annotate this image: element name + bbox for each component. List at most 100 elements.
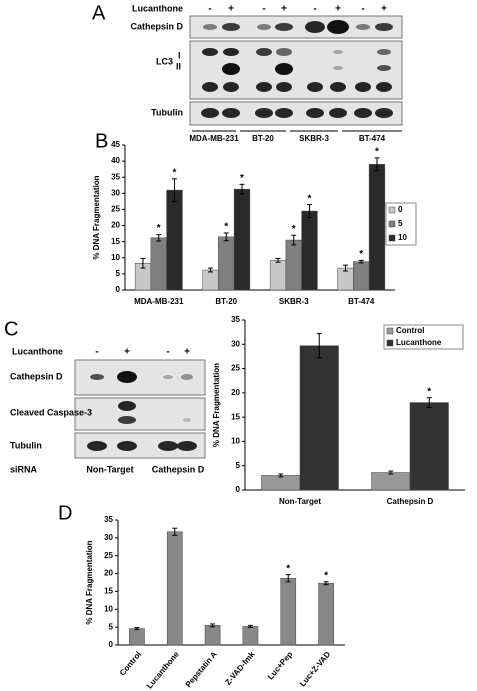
lane-sign: +: [281, 4, 287, 15]
band: [307, 82, 323, 92]
y-tick-label: 40: [111, 156, 120, 165]
y-tick-label: 30: [104, 533, 113, 542]
significance: *: [240, 173, 244, 184]
band: [276, 48, 292, 56]
significance: *: [359, 249, 363, 260]
lane-sign: +: [184, 347, 190, 358]
lane-sign: +: [124, 347, 130, 358]
bar: [301, 210, 318, 291]
x-tick-label: Non-Target: [279, 497, 321, 506]
band: [355, 82, 371, 92]
row-label: Tubulin: [10, 440, 42, 450]
sirna-name: Cathepsin D: [152, 464, 205, 474]
band: [201, 108, 219, 118]
y-tick-label: 20: [104, 569, 113, 578]
lane-sign: -: [208, 4, 211, 15]
x-tick-label: Pepstatin A: [184, 650, 219, 689]
band: [375, 108, 393, 118]
y-tick-label: 20: [231, 388, 240, 397]
band: [163, 375, 173, 379]
band: [222, 108, 240, 118]
legend-label: Control: [396, 326, 424, 335]
panel-label: A: [92, 2, 106, 24]
significance: *: [157, 223, 161, 234]
x-tick-label: Lucanthone: [145, 649, 181, 690]
blot: [189, 40, 403, 100]
x-tick-label: BT-474: [348, 297, 375, 306]
band: [376, 82, 392, 92]
panel-label: B: [95, 130, 108, 152]
panel-label: D: [58, 502, 72, 524]
legend-swatch: [386, 339, 394, 347]
band: [306, 108, 324, 118]
row-label: Tubulin: [151, 107, 183, 117]
significance: *: [324, 570, 328, 581]
blot: [74, 397, 206, 431]
y-tick-label: 10: [104, 604, 113, 613]
sirna-name: Non-Target: [86, 464, 133, 474]
cell-line: BT-474: [359, 134, 386, 143]
band: [377, 65, 391, 71]
row-label: LC3: [156, 56, 173, 66]
y-tick-label: 15: [231, 412, 240, 421]
band: [329, 108, 347, 118]
bar: [280, 577, 297, 646]
y-tick-label: 15: [104, 587, 113, 596]
legend-label: 5: [398, 219, 403, 228]
lane-sign: +: [335, 4, 341, 15]
band: [330, 82, 346, 92]
significance: *: [286, 563, 290, 574]
x-tick-label: SKBR-3: [279, 297, 309, 306]
panel-label: C: [4, 318, 18, 340]
y-tick-label: 5: [116, 269, 121, 278]
cell-line: SKBR-3: [299, 134, 329, 143]
band: [276, 82, 292, 92]
band: [375, 23, 393, 31]
form-label: II: [176, 61, 181, 71]
bar: [202, 269, 219, 291]
y-tick-label: 0: [116, 285, 121, 294]
significance: *: [308, 193, 312, 204]
y-axis-label: % DNA Fragmentation: [92, 175, 101, 259]
band: [202, 48, 218, 56]
band: [181, 374, 193, 380]
row-label: Cathepsin D: [130, 21, 183, 31]
y-tick-label: 35: [231, 315, 240, 324]
band: [118, 401, 136, 411]
y-tick-label: 35: [104, 515, 113, 524]
lane-sign: -: [262, 4, 265, 15]
legend-swatch: [388, 234, 396, 242]
bar: [166, 189, 183, 291]
band: [183, 418, 191, 422]
band: [117, 441, 137, 451]
legend-label: 10: [398, 233, 407, 242]
band: [117, 371, 137, 383]
y-tick-label: 45: [111, 140, 120, 149]
significance: *: [375, 147, 379, 158]
y-tick-label: 10: [111, 253, 120, 262]
band: [90, 374, 104, 380]
lane-sign: +: [381, 4, 387, 15]
legend-swatch: [388, 206, 396, 214]
band: [275, 108, 293, 118]
band: [257, 24, 271, 30]
band: [305, 21, 325, 33]
significance: *: [224, 222, 228, 233]
x-tick-label: Cathepsin D: [387, 497, 434, 506]
legend-label: 0: [398, 205, 403, 214]
band: [275, 23, 293, 31]
legend-box: [383, 324, 464, 350]
y-tick-label: 25: [104, 551, 113, 560]
blot: [189, 101, 403, 126]
legend-swatch: [386, 327, 394, 335]
bar: [269, 260, 287, 291]
form-label: I: [178, 50, 181, 60]
treatment-label: Lucanthone: [12, 346, 63, 356]
bar: [166, 531, 183, 646]
significance: *: [292, 224, 296, 235]
y-axis-label: % DNA Fragmentation: [85, 540, 94, 624]
row-label: Cathepsin D: [10, 371, 63, 381]
cell-line: MDA-MB-231: [189, 134, 239, 143]
legend-label: Lucanthone: [396, 338, 442, 347]
